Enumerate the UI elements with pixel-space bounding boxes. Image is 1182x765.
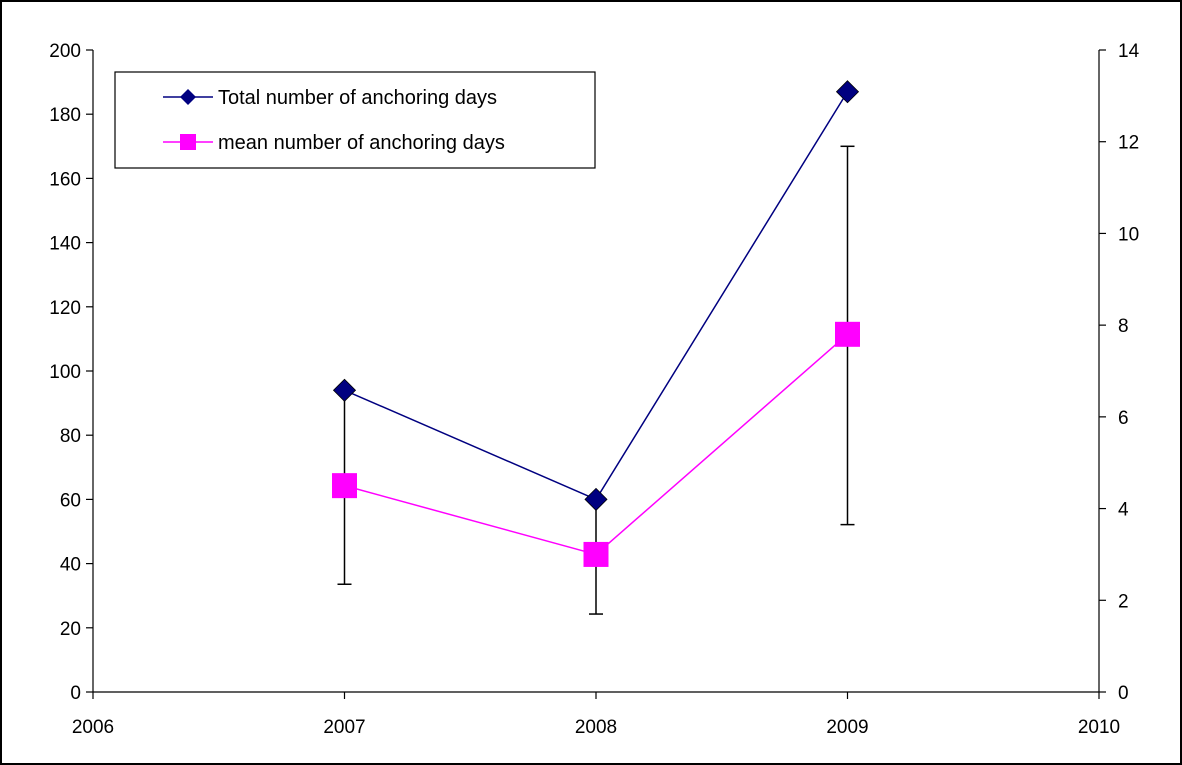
axes: 0 20 40 60 80 100 120 140 160 180 200 0 2 4 6 8 10 12 14 20… — [49, 41, 1139, 738]
legend-label: Total number of anchoring days — [218, 87, 497, 109]
legend-label: mean number of anchoring days — [218, 132, 505, 154]
x-axis-tick-label: 2006 — [72, 717, 114, 738]
legend-diamond-marker — [180, 89, 196, 105]
legend: Total number of anchoring days mean numbe… — [114, 71, 596, 169]
x-axis-tick-label: 2007 — [323, 717, 365, 738]
left-axis-tick-label: 20 — [60, 619, 81, 640]
diamond-marker — [584, 487, 608, 511]
right-axis-tick-label: 12 — [1118, 133, 1139, 154]
left-axis-tick-label: 0 — [70, 683, 81, 704]
left-axis-tick-label: 80 — [60, 426, 81, 447]
right-axis-tick-label: 0 — [1118, 683, 1129, 704]
left-axis-tick-label: 60 — [60, 490, 81, 511]
x-axis-tick-label: 2010 — [1078, 717, 1120, 738]
left-axis-tick-label: 180 — [49, 105, 81, 126]
right-axis-tick-label: 10 — [1118, 224, 1139, 245]
x-axis-tick-label: 2008 — [575, 717, 617, 738]
right-axis-tick-label: 8 — [1118, 316, 1129, 337]
right-axis-tick-label: 6 — [1118, 408, 1129, 429]
left-axis-tick-label: 160 — [49, 169, 81, 190]
diamond-marker — [332, 378, 357, 402]
right-axis-tick-label: 2 — [1118, 591, 1129, 612]
legend-box — [114, 71, 596, 169]
left-axis-tick-label: 40 — [60, 555, 81, 576]
square-marker — [835, 321, 860, 347]
left-axis-tick-label: 120 — [49, 298, 81, 319]
square-marker — [583, 541, 609, 567]
diamond-marker — [835, 80, 860, 104]
square-marker — [332, 473, 357, 499]
right-axis-tick-label: 4 — [1118, 500, 1129, 521]
left-axis-tick-label: 200 — [49, 41, 81, 62]
left-axis-tick-label: 100 — [49, 362, 81, 383]
left-axis-tick-label: 140 — [49, 234, 81, 255]
series-markers — [332, 80, 860, 567]
legend-square-marker — [180, 134, 196, 150]
x-axis-tick-label: 2009 — [826, 717, 868, 738]
right-axis-tick-label: 14 — [1118, 41, 1140, 62]
